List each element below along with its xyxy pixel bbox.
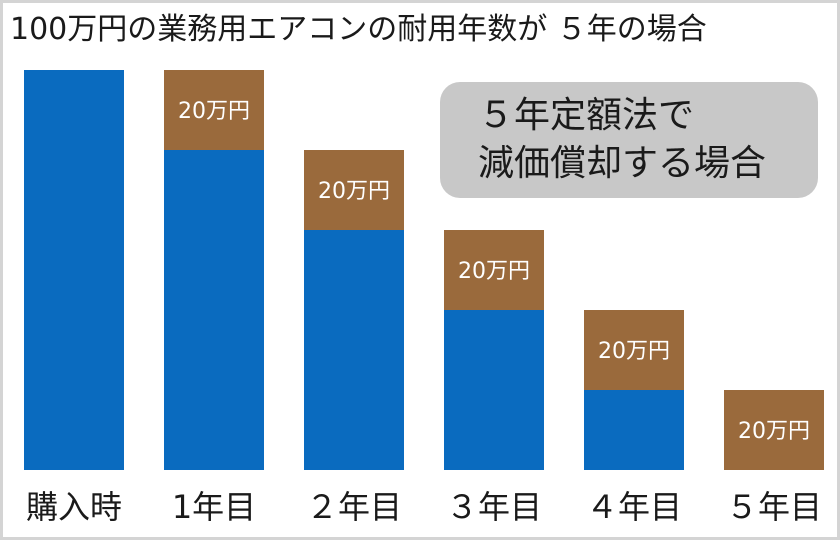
callout-line-1: ５年定額法で xyxy=(478,95,695,136)
bar-remaining-3 xyxy=(444,310,544,470)
x-tick-label-5: ５年目 xyxy=(726,488,822,526)
data-label-1: 20万円 xyxy=(178,99,250,124)
bar-remaining-2 xyxy=(304,230,404,470)
bar-depreciation-4 xyxy=(584,310,684,390)
bar-depreciation-2 xyxy=(304,150,404,230)
x-tick-label-1: 1年目 xyxy=(172,488,256,526)
bar-remaining-0 xyxy=(24,70,124,470)
bar-depreciation-1 xyxy=(164,70,264,150)
bar-remaining-4 xyxy=(584,390,684,470)
x-tick-label-2: ２年目 xyxy=(306,488,402,526)
bar-depreciation-5 xyxy=(724,390,824,470)
x-tick-label-3: ３年目 xyxy=(446,488,542,526)
method-callout: ５年定額法で 減価償却する場合 xyxy=(440,82,818,198)
x-tick-label-0: 購入時 xyxy=(26,488,122,526)
bar-depreciation-3 xyxy=(444,230,544,310)
bar-remaining-1 xyxy=(164,150,264,470)
data-label-5: 20万円 xyxy=(738,419,810,444)
chart-title: 100万円の業務用エアコンの耐用年数が ５年の場合 xyxy=(10,12,707,47)
data-label-4: 20万円 xyxy=(598,339,670,364)
x-tick-label-4: ４年目 xyxy=(586,488,682,526)
callout-line-2: 減価償却する場合 xyxy=(478,143,767,184)
data-label-2: 20万円 xyxy=(318,179,390,204)
data-label-3: 20万円 xyxy=(458,259,530,284)
